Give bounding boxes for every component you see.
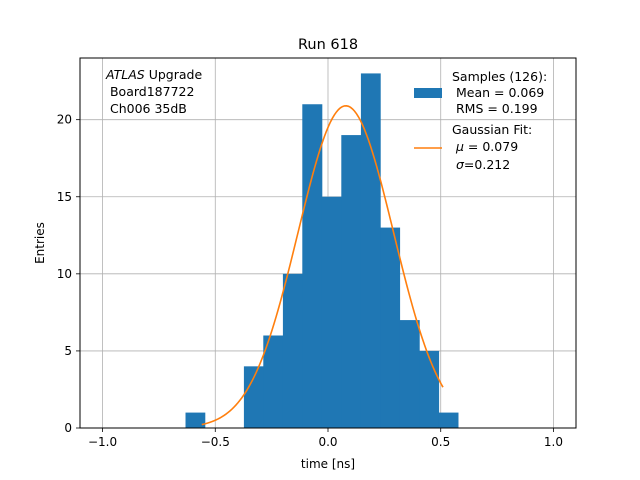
histogram-bar (438, 412, 459, 428)
legend-fit-mu: μ = 0.079 (452, 139, 518, 154)
histogram-bars (185, 73, 459, 429)
x-tick-label: 0.5 (431, 435, 450, 449)
legend-sigma-value: =0.212 (464, 157, 510, 172)
legend-mu-value: = 0.079 (464, 139, 518, 154)
legend: Samples (126): Mean = 0.069 RMS = 0.199 … (414, 69, 547, 172)
y-tick-label: 15 (57, 190, 72, 204)
legend-hist-rms: RMS = 0.199 (452, 101, 538, 116)
histogram-bar (321, 196, 342, 428)
histogram-bar (399, 320, 420, 428)
y-tick-label: 20 (57, 113, 72, 127)
annotation-channel: Ch006 35dB (106, 101, 187, 116)
chart-title: Run 618 (298, 37, 358, 53)
histogram-bar (185, 412, 206, 428)
histogram-bar (341, 135, 362, 429)
histogram-bar (243, 366, 264, 428)
x-axis-label: time [ns] (301, 457, 355, 471)
x-axis-ticks: −1.0 −0.5 0.0 0.5 1.0 (88, 428, 563, 449)
histogram-bar (282, 273, 303, 428)
y-axis-label: Entries (33, 222, 47, 264)
annotation-board: Board187722 (106, 84, 194, 99)
histogram-bar (302, 104, 323, 428)
x-tick-label: 1.0 (544, 435, 563, 449)
legend-hist-swatch (414, 88, 442, 98)
gaussian-fit-layer (201, 105, 444, 426)
annotation-upgrade: Upgrade (145, 67, 203, 82)
histogram-bar (263, 335, 284, 428)
annotation-atlas: ATLAS (105, 67, 145, 82)
gaussian-fit-curve (201, 105, 444, 426)
y-axis-ticks: 0 5 10 15 20 (57, 113, 80, 435)
x-tick-label: −1.0 (88, 435, 117, 449)
y-tick-label: 0 (64, 421, 72, 435)
y-tick-label: 10 (57, 267, 72, 281)
legend-mu-symbol: μ (455, 139, 464, 154)
atlas-annotation: ATLAS Upgrade Board187722 Ch006 35dB (105, 67, 202, 116)
y-tick-label: 5 (64, 344, 72, 358)
histogram-bar (419, 350, 440, 428)
legend-hist-title: Samples (126): (452, 69, 547, 84)
legend-sigma-symbol: σ (456, 157, 465, 172)
legend-fit-title: Gaussian Fit: (452, 122, 532, 137)
legend-hist-mean: Mean = 0.069 (452, 85, 544, 100)
annotation-line-1: ATLAS Upgrade (105, 67, 202, 82)
x-tick-label: 0.0 (318, 435, 337, 449)
x-tick-label: −0.5 (201, 435, 230, 449)
histogram-bar (380, 227, 401, 428)
legend-fit-sigma: σ=0.212 (452, 157, 510, 172)
